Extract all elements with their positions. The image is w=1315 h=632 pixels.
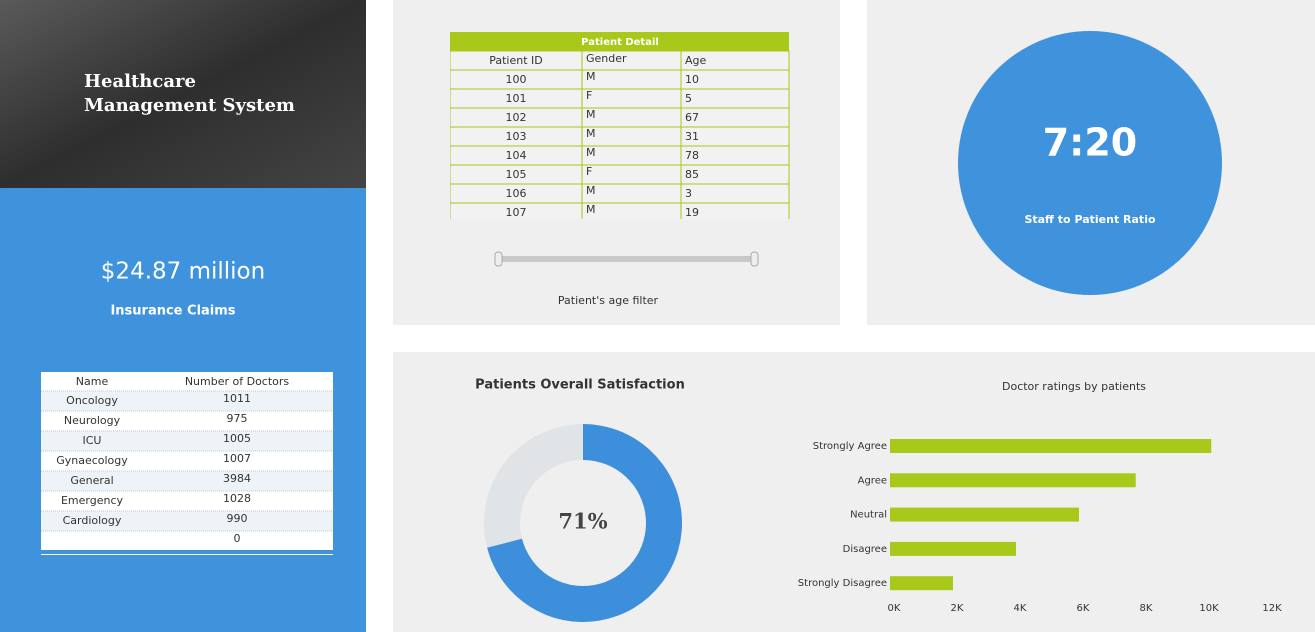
bar [890,541,1016,556]
table-row [41,451,333,471]
table-cell: F [586,89,592,102]
table-row [450,164,790,185]
table-row [41,471,333,491]
table-cell: M [586,203,596,216]
table-cell: General [70,474,113,487]
table-cell: 85 [685,168,699,181]
y-tick-label: Agree [858,475,887,486]
ratio-circle [958,31,1222,295]
table-cell: 1028 [223,492,251,505]
table-row [41,531,333,551]
table-row [41,391,333,411]
x-tick-label: 12K [1262,603,1282,614]
x-tick-label: 4K [1014,603,1027,614]
table-row [41,431,333,451]
bar [890,439,1212,453]
table-row [450,69,790,90]
table-row [41,491,333,511]
kpi-value: $24.87 million [101,259,265,285]
table-cell: Gynaecology [56,454,128,467]
table-cell: 975 [227,412,248,425]
x-tick-label: 10K [1199,603,1219,614]
chart-title: Doctor ratings by patients [1002,380,1146,393]
table-cell: 31 [685,130,699,143]
table-cell: M [586,184,596,197]
x-tick-label: 6K [1077,603,1090,614]
app-title: Healthcare [84,71,196,92]
column-header: Number of Doctors [185,375,290,388]
bar [890,507,1079,522]
table-cell: 100 [506,73,527,86]
table-cell: ICU [83,434,102,447]
table-title: Patient Detail [581,37,659,48]
table-footer [41,550,333,554]
table-cell: 102 [506,111,527,124]
table-cell: Cardiology [63,514,122,527]
table-cell: Patient ID [489,54,543,67]
table-cell: M [586,108,596,121]
table-cell: 990 [227,512,248,525]
table-cell: Emergency [61,494,124,507]
app-title: Management System [84,95,295,116]
donut-segment [487,424,682,623]
table-cell: 101 [506,92,527,105]
table-cell: 104 [506,149,527,162]
table-cell: 107 [506,206,527,219]
table-cell: Oncology [66,394,118,407]
donut-center-label: 71% [558,509,607,534]
table-cell: 1005 [223,432,251,445]
kpi-label: Insurance Claims [110,304,235,319]
table-row [41,511,333,531]
table-cell: 3 [685,187,692,200]
donut-segment [484,424,583,548]
table-row [450,126,790,147]
table-cell: M [586,70,596,83]
filter-label: Patient's age filter [558,294,659,307]
y-tick-label: Neutral [850,510,887,521]
slider-handle[interactable] [750,251,759,267]
ratio-label: Staff to Patient Ratio [1024,213,1156,226]
x-tick-label: 0K [888,603,901,614]
table-cell: 10 [685,73,699,86]
y-tick-label: Strongly Disagree [798,578,887,589]
table-cell: 1011 [223,392,251,405]
table-title-bar [450,32,789,51]
table-cell: Neurology [64,414,121,427]
table-cell: 78 [685,149,699,162]
table-cell: 105 [506,168,527,181]
table-cell: 1007 [223,452,251,465]
table-row [41,411,333,431]
table-row [450,88,790,109]
table-cell: 19 [685,206,699,219]
table-cell: 103 [506,130,527,143]
chart-title: Patients Overall Satisfaction [475,378,685,393]
table-row [450,183,790,204]
bar [890,576,953,591]
table-row [450,202,790,219]
table-cell: F [586,165,592,178]
y-tick-label: Disagree [843,544,887,555]
y-tick-label: Strongly Agree [813,441,887,452]
table-row [450,107,790,128]
table-cell: 0 [234,532,241,545]
bar [890,473,1136,488]
table-row [450,145,790,166]
column-header: Name [76,375,109,388]
slider-handle[interactable] [494,251,503,267]
table-cell: 67 [685,111,699,124]
ratio-value: 7:20 [1043,121,1138,165]
x-tick-label: 8K [1140,603,1153,614]
table-cell: 106 [506,187,527,200]
table-cell: M [586,146,596,159]
table-cell: Age [685,54,707,67]
table-cell: 3984 [223,472,251,485]
table-cell: Gender [586,52,627,65]
table-cell: M [586,127,596,140]
x-tick-label: 2K [951,603,964,614]
header-image [0,0,366,188]
table-cell: 5 [685,92,692,105]
